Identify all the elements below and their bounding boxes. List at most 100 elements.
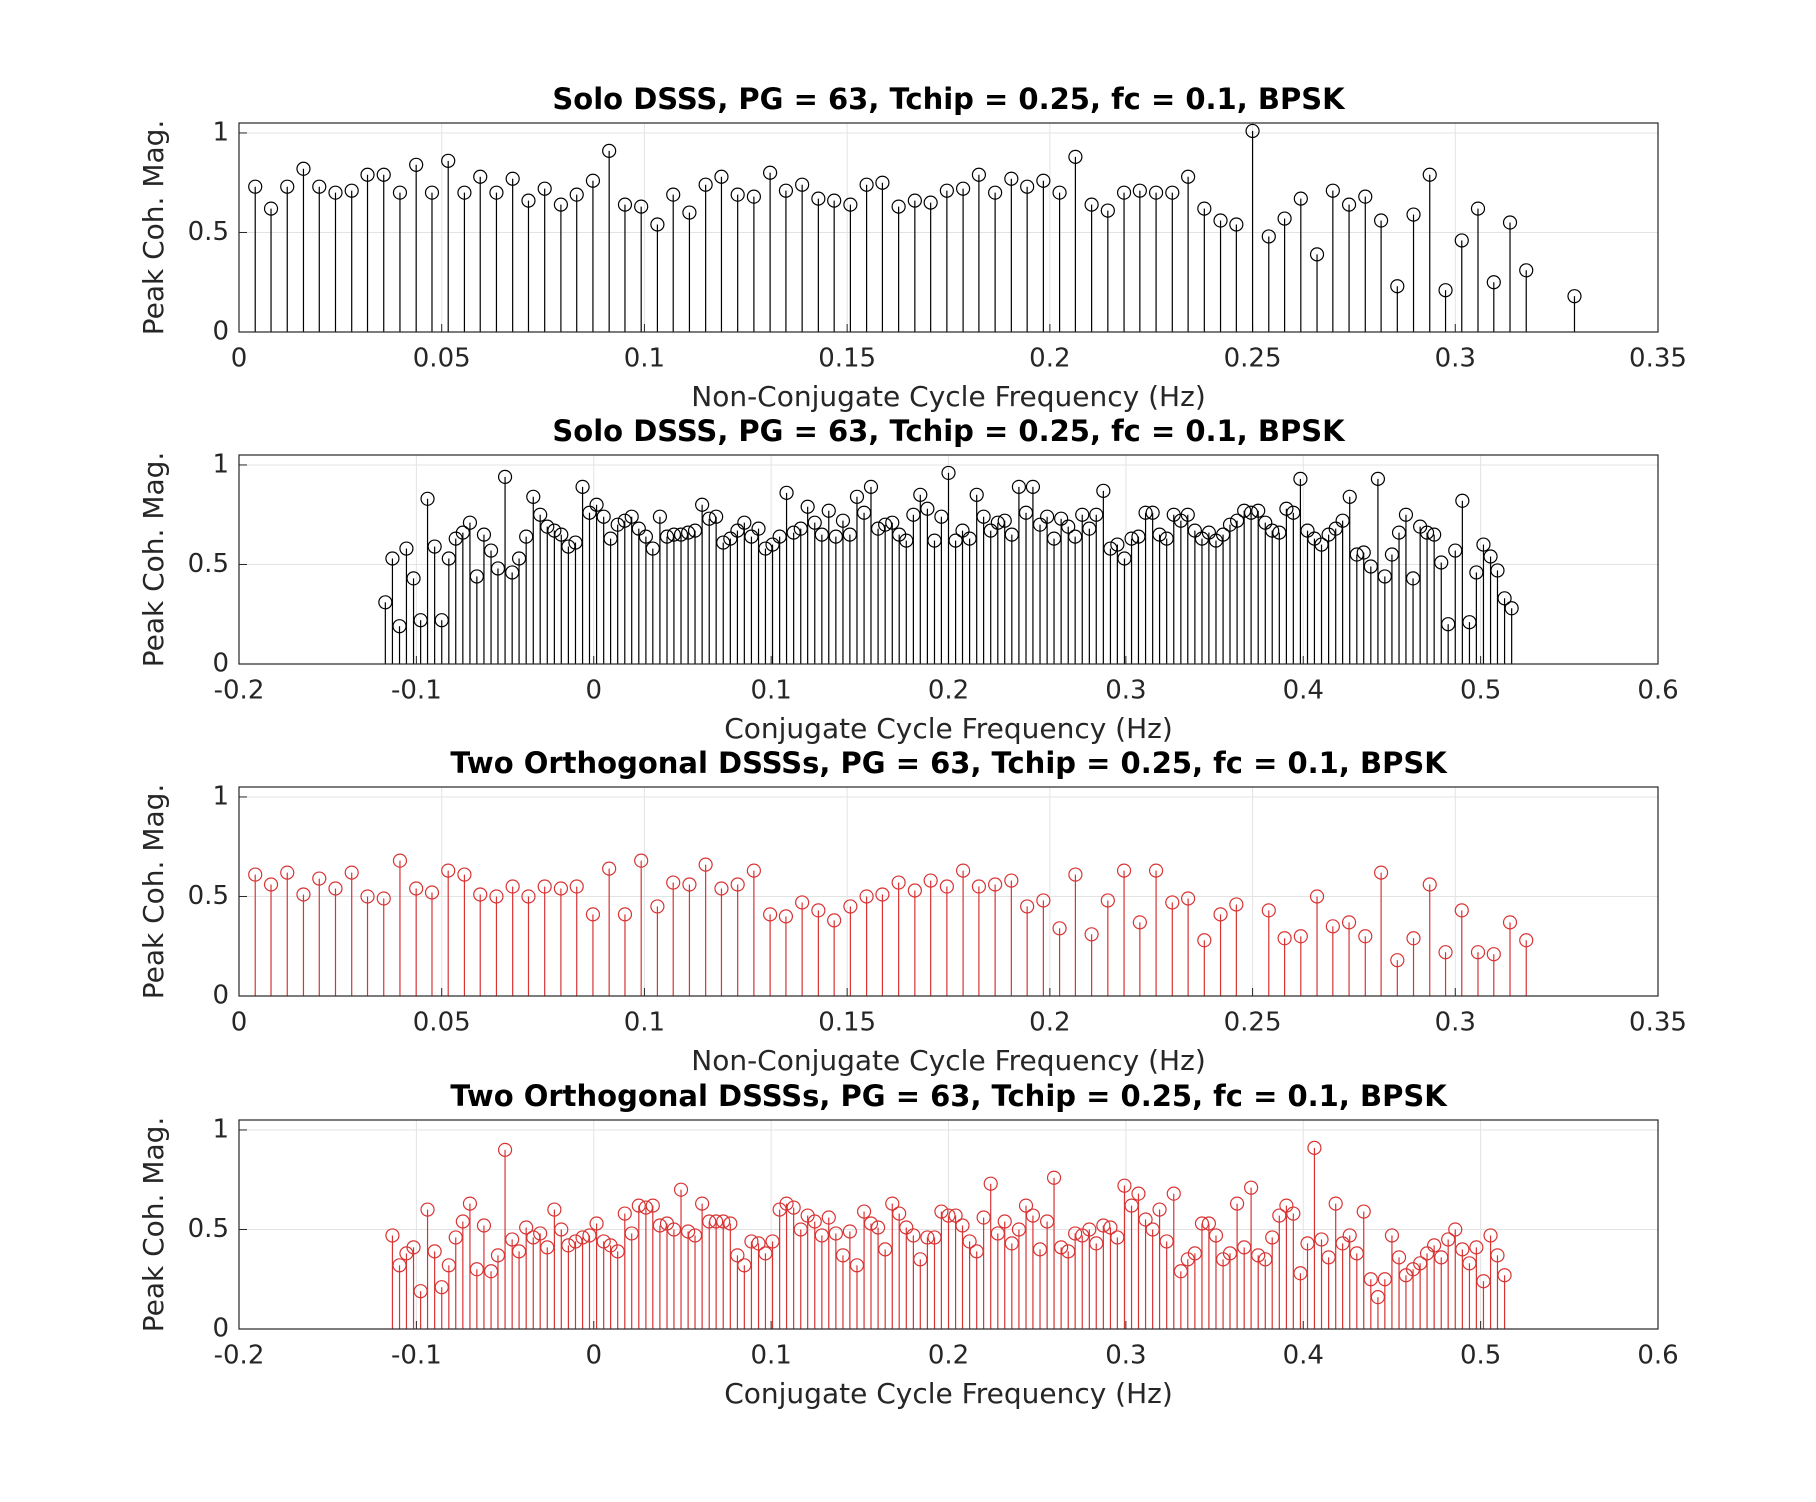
chart-title: Two Orthogonal DSSSs, PG = 63, Tchip = 0… xyxy=(450,1079,1448,1113)
stem-marker xyxy=(1356,545,1371,560)
stem-marker xyxy=(1165,895,1180,910)
stem-marker xyxy=(575,479,590,494)
stem-marker xyxy=(1427,1238,1442,1253)
stem-marker xyxy=(489,185,504,200)
stem-marker xyxy=(1342,1228,1357,1243)
stem-marker xyxy=(1341,915,1357,930)
stem-marker xyxy=(763,165,778,180)
stem-marker xyxy=(795,177,810,192)
stem-marker xyxy=(602,143,617,158)
x-tick-label: 0 xyxy=(231,1008,248,1038)
stem-marker xyxy=(1293,471,1308,486)
axes-box xyxy=(238,1119,1659,1330)
stem-marker xyxy=(1036,173,1051,188)
stem-marker xyxy=(409,157,424,172)
stem-marker xyxy=(462,1196,478,1211)
stem-marker xyxy=(939,183,954,198)
stem-marker xyxy=(554,527,569,542)
stem-marker xyxy=(489,889,504,904)
x-axis-label: Non-Conjugate Cycle Frequency (Hz) xyxy=(691,1044,1206,1077)
stem-marker xyxy=(1286,1206,1301,1221)
stem-marker xyxy=(786,1200,801,1215)
stem-marker xyxy=(427,539,442,554)
stem-marker xyxy=(1075,507,1090,522)
stem-marker xyxy=(521,193,536,208)
stem-marker xyxy=(1054,1240,1069,1255)
x-tick-label: 0.5 xyxy=(1460,1341,1501,1371)
stem-marker xyxy=(1427,527,1442,542)
stem-marker xyxy=(1307,1140,1322,1155)
stem-marker xyxy=(682,877,697,892)
stem-marker xyxy=(526,489,541,504)
stem-marker xyxy=(1448,1222,1463,1237)
stem-marker xyxy=(1229,897,1244,912)
stem-marker xyxy=(1422,877,1437,892)
stem-marker xyxy=(673,1182,689,1197)
stem-marker xyxy=(1181,169,1196,184)
stem-marker xyxy=(859,889,874,904)
stem-marker xyxy=(399,541,414,556)
stem-marker xyxy=(997,1214,1012,1229)
stem-marker xyxy=(1180,507,1195,522)
stem-marker xyxy=(955,181,971,196)
x-tick-label: 0.3 xyxy=(1435,344,1476,374)
stem-marker xyxy=(650,899,665,914)
stem-marker xyxy=(1293,191,1308,206)
stem-marker xyxy=(1438,283,1453,298)
chart-title: Solo DSSS, PG = 63, Tchip = 0.25, fc = 0… xyxy=(552,414,1346,448)
stem-marker xyxy=(1504,601,1519,616)
x-tick-label: 0.6 xyxy=(1637,676,1678,706)
stem-marker xyxy=(554,1222,569,1237)
stem-marker xyxy=(976,509,991,524)
stem-marker xyxy=(1356,1204,1371,1219)
axes-box xyxy=(238,454,1659,665)
x-tick-label: 0.2 xyxy=(928,676,969,706)
y-tick-label: 0 xyxy=(212,1314,229,1344)
stem-marker xyxy=(969,487,984,502)
stem-marker xyxy=(923,195,938,210)
x-tick-label: 0.4 xyxy=(1283,1341,1324,1371)
stem-marker xyxy=(547,523,562,538)
x-tick-label: 0.1 xyxy=(750,1341,791,1371)
stem-marker xyxy=(666,875,681,890)
stem-marker xyxy=(1116,863,1132,878)
stem-marker xyxy=(1419,525,1435,540)
stem-marker xyxy=(892,1206,907,1221)
stem-marker xyxy=(695,497,710,512)
x-axis-label: Conjugate Cycle Frequency (Hz) xyxy=(724,712,1173,745)
stem-marker xyxy=(1309,889,1325,904)
stem-marker xyxy=(376,167,391,182)
stem-marker xyxy=(827,913,842,928)
stem-marker xyxy=(1025,1208,1041,1223)
stem-marker xyxy=(863,1216,879,1231)
y-tick-label: 1 xyxy=(212,117,229,147)
stem-marker xyxy=(849,489,865,504)
stem-marker xyxy=(1325,183,1340,198)
stem-marker xyxy=(666,187,681,202)
stem-marker xyxy=(1490,1248,1505,1263)
stem-marker xyxy=(800,499,815,514)
stem-marker xyxy=(955,523,970,538)
stem-marker xyxy=(988,185,1003,200)
stem-marker xyxy=(1455,493,1470,508)
stem-marker xyxy=(1519,263,1534,278)
stem-marker xyxy=(1020,899,1035,914)
stem-marker xyxy=(681,1224,696,1239)
stem-marker xyxy=(827,193,842,208)
stem-marker xyxy=(807,1214,822,1229)
stem-marker xyxy=(521,889,536,904)
stem-marker xyxy=(875,887,890,902)
stem-marker xyxy=(409,881,424,896)
x-axis-label: Conjugate Cycle Frequency (Hz) xyxy=(724,1377,1173,1410)
stem-marker xyxy=(376,891,391,906)
stem-marker xyxy=(737,515,752,530)
stem-marker xyxy=(1309,247,1325,262)
stem-marker xyxy=(1229,217,1244,232)
stem-marker xyxy=(328,881,343,896)
stem-marker xyxy=(1567,289,1582,304)
stem-marker xyxy=(1138,1212,1153,1227)
stem-marker xyxy=(856,1204,872,1219)
stem-marker xyxy=(1261,903,1276,918)
stem-marker xyxy=(1181,891,1196,906)
